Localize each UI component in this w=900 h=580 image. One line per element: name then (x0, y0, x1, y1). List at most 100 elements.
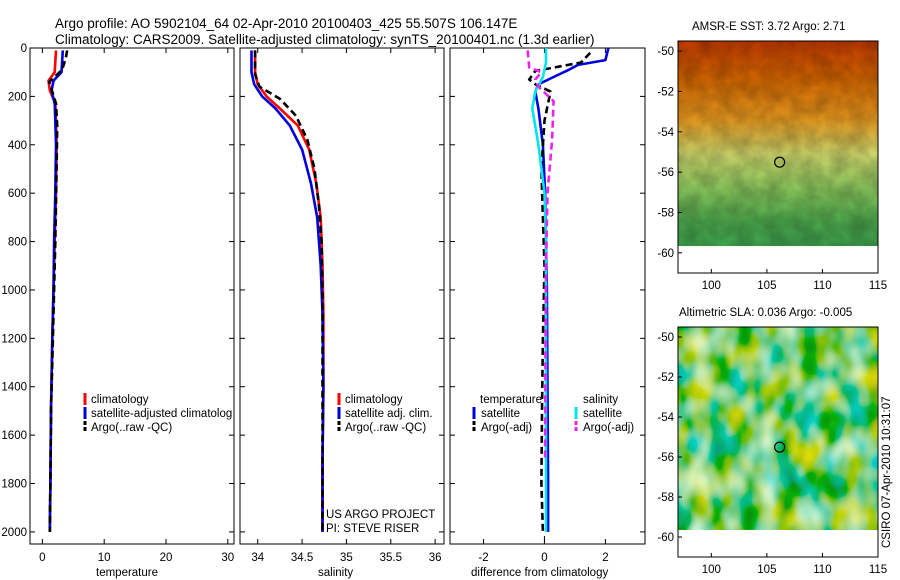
x-tick-label: 35.5 (380, 552, 402, 564)
legend-temp-argo: Argo(-adj) (481, 422, 532, 434)
salinity-legend-argo: Argo(..raw -QC) (345, 422, 426, 434)
map-y-tick-label: -52 (657, 372, 674, 384)
temperature-legend-argo: Argo(..raw -QC) (91, 422, 172, 434)
map-x-tick-label: 110 (813, 280, 831, 292)
salinity-legend-satellite: satellite adj. clim. (345, 408, 433, 420)
difference-axes-frame (449, 47, 646, 545)
map-x-tick-label: 115 (869, 564, 887, 576)
sla-map-title: Altimetric SLA: 0.036 Argo: -0.005 (679, 307, 852, 319)
temperature-legend: climatology satellite-adjusted climatolo… (83, 393, 232, 434)
project-annotation: US ARGO PROJECT (326, 509, 435, 521)
map-x-tick-label: 100 (702, 280, 721, 292)
temperature-xlabel: temperature (96, 567, 158, 579)
sla-map-panel: Altimetric SLA: 0.036 Argo: -0.005 100 10… (657, 307, 887, 576)
salinity-panel: 34 34.5 35 35.5 36 salinity climatology sate… (239, 47, 445, 579)
x-tick-label: 30 (221, 552, 234, 564)
temperature-legend-climatology: climatology (91, 394, 149, 406)
argo-location-marker (774, 156, 786, 168)
y-tick-label: 200 (8, 91, 27, 103)
pi-annotation: PI: STEVE RISER (326, 523, 419, 535)
difference-legend: temperature satellite Argo(-adj) salinit… (472, 394, 634, 434)
header-line2: Climatology: CARS2009. Satellite-adjuste… (55, 32, 595, 47)
map-y-tick-label: -54 (657, 412, 674, 424)
x-tick-label: 35 (340, 552, 353, 564)
legend-temp-satellite: satellite (481, 408, 520, 420)
y-tick-label: 1200 (1, 333, 27, 345)
salinity-xlabel: salinity (318, 567, 353, 579)
y-tick-label: 800 (8, 237, 27, 249)
map-y-tick-label: -52 (657, 86, 674, 98)
map-x-tick-label: 110 (813, 564, 831, 576)
salinity-legend-climatology: climatology (345, 394, 403, 406)
x-tick-label: 0 (541, 552, 547, 564)
y-tick-label: 400 (8, 140, 27, 152)
salinity-series (250, 50, 325, 532)
series-satellite-adj-clim- (250, 50, 325, 532)
y-tick-label: 0 (21, 43, 27, 55)
temperature-legend-satellite: satellite-adjusted climatolog (91, 408, 232, 420)
sst-map-marker-layer (774, 156, 786, 168)
map-y-tick-label: -60 (657, 248, 674, 260)
sla-heatmap-texture (678, 327, 878, 530)
series-salinity-argo-adj- (526, 50, 555, 460)
difference-panel: -2 0 2 difference from climatology tempera… (449, 47, 646, 579)
x-tick-label: 20 (160, 552, 173, 564)
series-argo-raw-qc- (47, 50, 69, 532)
series-argo-raw-qc- (253, 50, 324, 532)
x-tick-label: 34.5 (291, 552, 313, 564)
difference-series (526, 47, 610, 532)
header-line1: Argo profile: AO 5902104_64 02-Apr-2010 … (55, 16, 517, 31)
sst-map-frame (677, 40, 879, 274)
map-y-tick-label: -58 (657, 492, 674, 504)
sla-map-ticks: 100 105 110 115 -50 -52 -54 -56 -58 -60 (657, 332, 887, 576)
sla-map-marker-layer (774, 441, 786, 453)
sst-map-panel: AMSR-E SST: 3.72 Argo: 2.71 100 105 110 115… (657, 21, 887, 292)
series-climatology (253, 50, 325, 532)
x-tick-label: 10 (98, 552, 111, 564)
salinity-axes-frame (239, 47, 445, 545)
legend-salinity-title: salinity (583, 394, 618, 406)
credit-stamp: CSIRO 07-Apr-2010 10:31:07 (881, 396, 893, 548)
map-x-tick-label: 105 (757, 564, 776, 576)
y-tick-label: 1800 (1, 479, 27, 491)
x-tick-label: 36 (429, 552, 442, 564)
map-x-tick-label: 105 (757, 280, 776, 292)
x-tick-label: -2 (478, 552, 488, 564)
legend-temperature-title: temperature (480, 394, 542, 406)
y-tick-label: 2000 (1, 527, 27, 539)
sst-heatmap (678, 41, 878, 246)
map-x-tick-label: 100 (702, 564, 721, 576)
y-tick-label: 600 (8, 188, 27, 200)
sla-heatmap (678, 327, 878, 530)
sst-map-ticks: 100 105 110 115 -50 -52 -54 -56 -58 -60 (657, 46, 887, 292)
map-y-tick-label: -60 (657, 532, 674, 544)
map-y-tick-label: -50 (657, 332, 674, 344)
temperature-panel: 0 10 20 30 0 200 400 600 800 1000 1200 1400 1600 1800… (1, 43, 235, 579)
salinity-ticks: 34 34.5 35 35.5 36 (240, 47, 444, 564)
temperature-ticks: 0 10 20 30 0 200 400 600 800 1000 1200 1400 1600 1800… (1, 43, 234, 564)
map-y-tick-label: -50 (657, 46, 674, 58)
legend-sal-satellite: satellite (583, 408, 622, 420)
argo-location-marker (774, 441, 786, 453)
x-tick-label: 34 (251, 552, 264, 564)
map-y-tick-label: -58 (657, 207, 674, 219)
x-tick-label: 0 (39, 552, 45, 564)
y-tick-label: 1600 (1, 430, 27, 442)
y-tick-label: 1000 (1, 285, 27, 297)
sst-heatmap-texture (678, 41, 878, 246)
series-temperature-argo-adj- (527, 51, 592, 532)
difference-ticks: -2 0 2 (450, 47, 645, 564)
map-y-tick-label: -54 (657, 127, 674, 139)
map-y-tick-label: -56 (657, 167, 674, 179)
map-y-tick-label: -56 (657, 452, 674, 464)
legend-sal-argo: Argo(-adj) (583, 422, 634, 434)
difference-xlabel: difference from climatology (471, 567, 608, 579)
salinity-legend: climatology satellite adj. clim. Argo(..… (337, 393, 433, 434)
sst-map-title: AMSR-E SST: 3.72 Argo: 2.71 (692, 21, 845, 33)
x-tick-label: 2 (602, 552, 608, 564)
sla-map-frame (677, 326, 879, 558)
temperature-axes-frame (29, 47, 235, 545)
y-tick-label: 1400 (1, 382, 27, 394)
temperature-series (47, 50, 69, 532)
